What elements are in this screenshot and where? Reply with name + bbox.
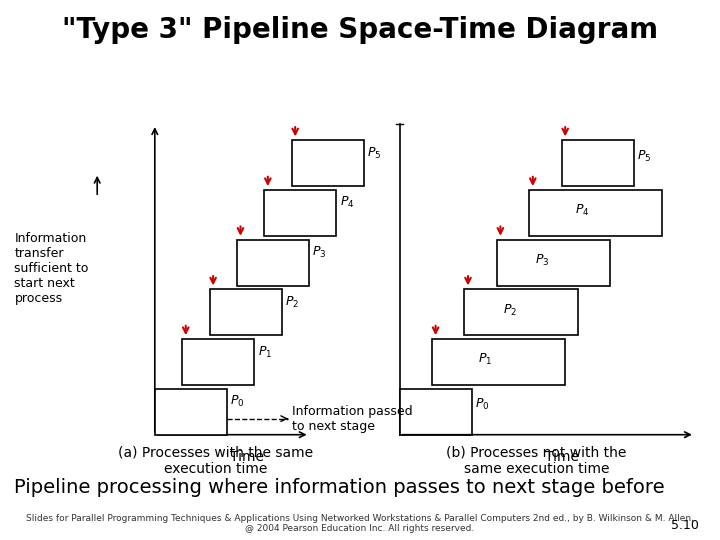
- Text: $P_0$: $P_0$: [475, 397, 490, 413]
- Text: $P_4$: $P_4$: [575, 203, 590, 218]
- Bar: [155, 389, 227, 435]
- Text: Time: Time: [230, 450, 264, 464]
- Bar: [400, 389, 472, 435]
- Text: $P_4$: $P_4$: [340, 195, 354, 211]
- Text: $P_3$: $P_3$: [535, 253, 549, 268]
- Text: $P_1$: $P_1$: [478, 352, 492, 367]
- Bar: [237, 240, 309, 286]
- Text: (b) Processes not with the
same execution time: (b) Processes not with the same executio…: [446, 446, 626, 476]
- Bar: [292, 140, 364, 186]
- Text: $P_3$: $P_3$: [312, 245, 327, 260]
- Bar: [264, 190, 336, 236]
- Text: "Type 3" Pipeline Space-Time Diagram: "Type 3" Pipeline Space-Time Diagram: [62, 16, 658, 44]
- Bar: [497, 240, 610, 286]
- Text: Information passed
to next stage: Information passed to next stage: [292, 404, 413, 433]
- Bar: [210, 289, 282, 335]
- Bar: [432, 339, 565, 385]
- Text: $P_5$: $P_5$: [637, 149, 652, 164]
- Bar: [182, 339, 254, 385]
- Text: $P_2$: $P_2$: [503, 302, 517, 318]
- Text: Pipeline processing where information passes to next stage before: Pipeline processing where information pa…: [14, 478, 665, 497]
- Text: 5.10: 5.10: [670, 519, 698, 532]
- Text: (a) Processes with the same
execution time: (a) Processes with the same execution ti…: [118, 446, 314, 476]
- Bar: [562, 140, 634, 186]
- Bar: [529, 190, 662, 236]
- Text: $P_1$: $P_1$: [258, 345, 272, 360]
- Text: $P_0$: $P_0$: [230, 394, 245, 409]
- Text: $P_5$: $P_5$: [367, 146, 382, 161]
- Text: Time: Time: [544, 450, 579, 464]
- Text: $P_2$: $P_2$: [285, 295, 300, 310]
- Bar: [464, 289, 577, 335]
- Text: Slides for Parallel Programming Techniques & Applications Using Networked Workst: Slides for Parallel Programming Techniqu…: [26, 514, 694, 534]
- Text: Information
transfer
sufficient to
start next
process: Information transfer sufficient to start…: [14, 232, 89, 305]
